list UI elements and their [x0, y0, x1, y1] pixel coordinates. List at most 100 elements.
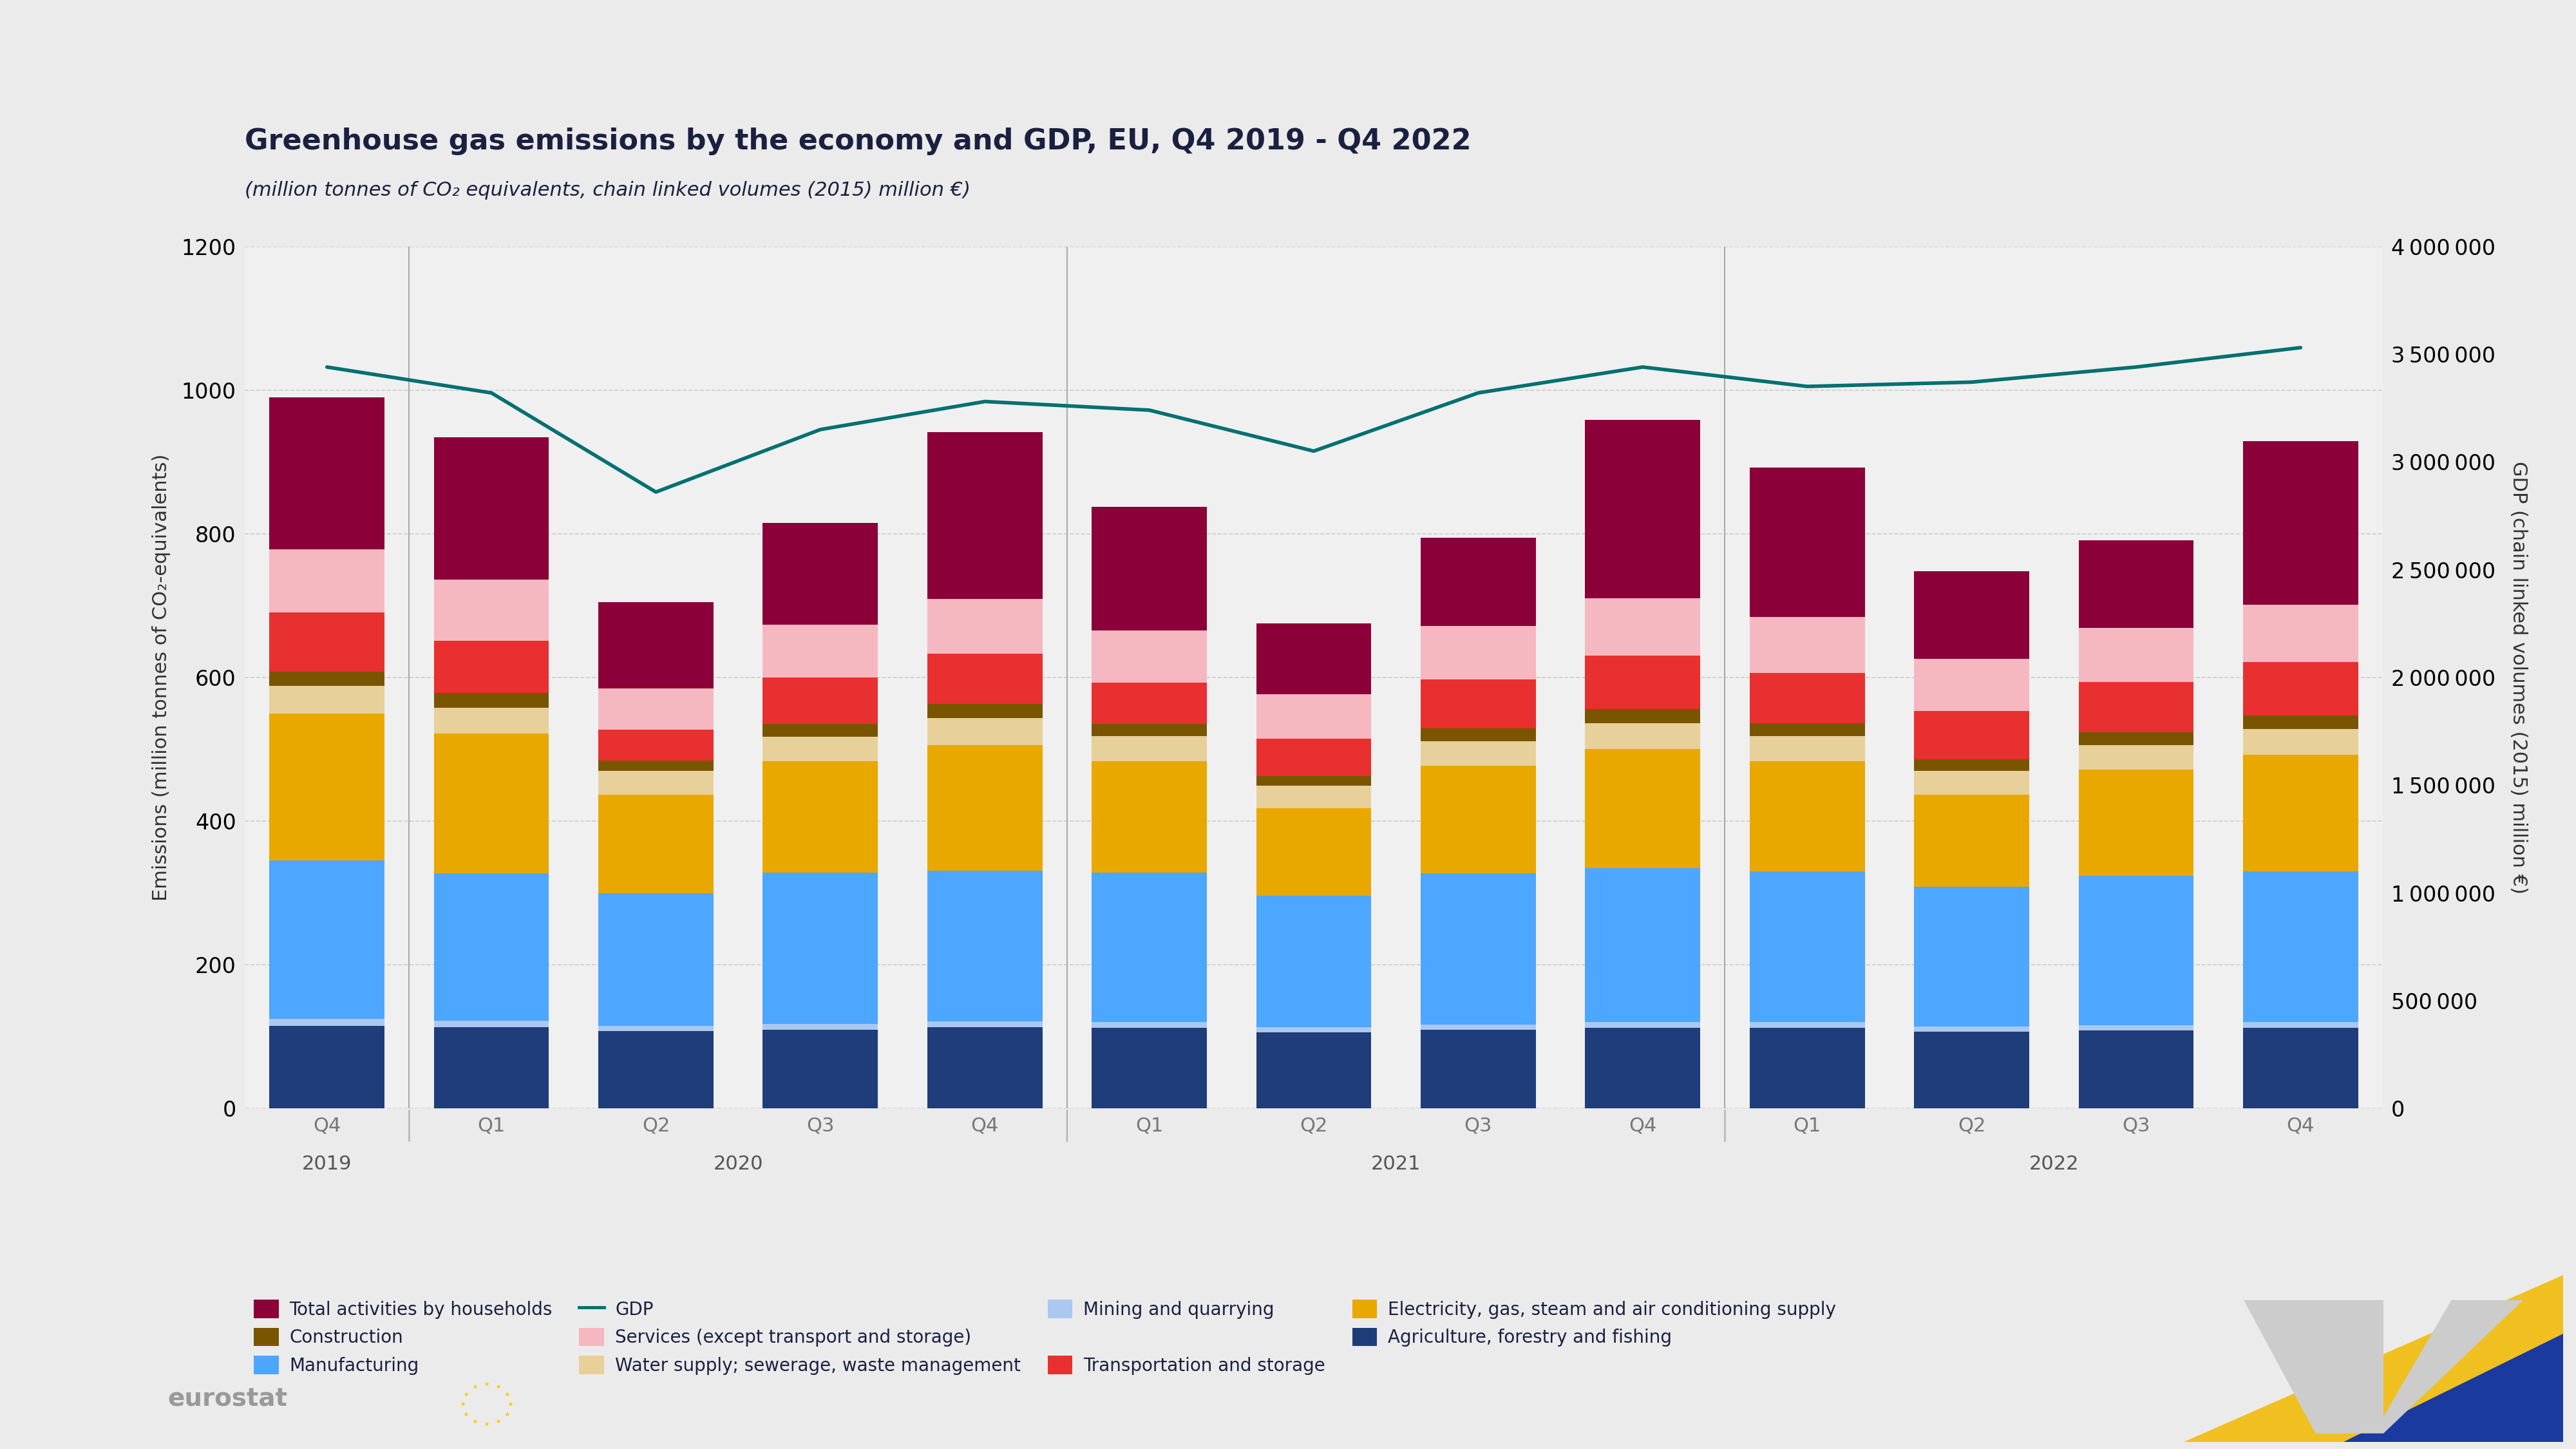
Bar [1257, 1027, 1370, 1032]
Text: 2021: 2021 [1370, 1155, 1422, 1174]
Bar [270, 613, 384, 672]
Polygon shape [2244, 1300, 2524, 1433]
Bar [1092, 872, 1206, 1023]
Bar [598, 771, 714, 794]
Bar [1584, 1027, 1700, 1108]
Bar [1914, 571, 2030, 659]
Bar [1419, 729, 1535, 742]
Text: (million tonnes of CO₂ equivalents, chain linked volumes (2015) million €): (million tonnes of CO₂ equivalents, chai… [245, 181, 971, 200]
Bar [927, 719, 1043, 745]
Bar [1749, 617, 1865, 674]
Bar [2079, 627, 2195, 681]
Bar [1092, 507, 1206, 630]
Bar [1257, 895, 1370, 1027]
Bar [2244, 716, 2357, 729]
Bar [1914, 794, 2030, 887]
Bar [2244, 440, 2357, 604]
Bar [1914, 1032, 2030, 1108]
Bar [270, 549, 384, 613]
Bar [1584, 723, 1700, 749]
Bar [762, 678, 878, 724]
Bar [270, 1026, 384, 1108]
Bar [433, 580, 549, 640]
Bar [2244, 1023, 2357, 1027]
Bar [1749, 1027, 1865, 1108]
Bar [433, 707, 549, 733]
Bar [1914, 1026, 2030, 1032]
Bar [270, 861, 384, 1019]
Bar [1584, 598, 1700, 656]
Bar [2079, 540, 2195, 627]
Bar [1749, 723, 1865, 736]
Bar [1092, 724, 1206, 736]
Bar [1749, 674, 1865, 723]
Polygon shape [2184, 1275, 2563, 1442]
Bar [1092, 762, 1206, 872]
Bar [1584, 656, 1700, 709]
Bar [762, 762, 878, 872]
Bar [927, 704, 1043, 719]
Text: 2019: 2019 [301, 1155, 353, 1174]
Bar [433, 733, 549, 874]
Bar [1749, 762, 1865, 871]
Bar [1257, 694, 1370, 739]
Bar [270, 672, 384, 685]
Bar [927, 653, 1043, 704]
Bar [1257, 623, 1370, 694]
Bar [1749, 468, 1865, 617]
Bar [598, 761, 714, 771]
Bar [1257, 785, 1370, 809]
Bar [2079, 681, 2195, 732]
Bar [598, 601, 714, 688]
Bar [1419, 1029, 1535, 1108]
Bar [433, 1022, 549, 1027]
Bar [1584, 749, 1700, 868]
Bar [433, 438, 549, 580]
Bar [1584, 420, 1700, 598]
Bar [2244, 604, 2357, 662]
Bar [927, 745, 1043, 871]
Bar [762, 724, 878, 738]
Bar [1914, 711, 2030, 759]
Bar [1584, 1023, 1700, 1027]
Bar [927, 1022, 1043, 1027]
Bar [1419, 538, 1535, 626]
Bar [927, 598, 1043, 653]
Bar [2244, 729, 2357, 755]
Bar [433, 874, 549, 1022]
Bar [1419, 765, 1535, 874]
Bar [2244, 755, 2357, 871]
Bar [2079, 1030, 2195, 1108]
Bar [598, 1030, 714, 1108]
Bar [1914, 887, 2030, 1026]
Bar [1257, 809, 1370, 895]
Bar [1419, 680, 1535, 729]
Bar [598, 730, 714, 761]
Bar [1092, 1023, 1206, 1027]
Bar [762, 872, 878, 1023]
Bar [1749, 1023, 1865, 1027]
Bar [1092, 682, 1206, 724]
Bar [2079, 1024, 2195, 1030]
Bar [1257, 775, 1370, 785]
Bar [2244, 1027, 2357, 1108]
Bar [1419, 626, 1535, 680]
Bar [2244, 662, 2357, 716]
Bar [598, 893, 714, 1026]
Bar [1584, 868, 1700, 1023]
Bar [433, 693, 549, 707]
Bar [927, 1027, 1043, 1108]
Bar [2244, 871, 2357, 1023]
Bar [1092, 630, 1206, 682]
Bar [1419, 874, 1535, 1024]
Bar [270, 713, 384, 861]
Bar [2079, 769, 2195, 875]
Bar [2079, 875, 2195, 1024]
Legend: Total activities by households, Construction, Manufacturing, GDP, Services (exce: Total activities by households, Construc… [252, 1300, 1837, 1375]
Bar [270, 685, 384, 713]
Text: eurostat: eurostat [167, 1387, 289, 1411]
Bar [1914, 659, 2030, 711]
Bar [598, 688, 714, 730]
Text: 2020: 2020 [714, 1155, 762, 1174]
Bar [1092, 1027, 1206, 1108]
